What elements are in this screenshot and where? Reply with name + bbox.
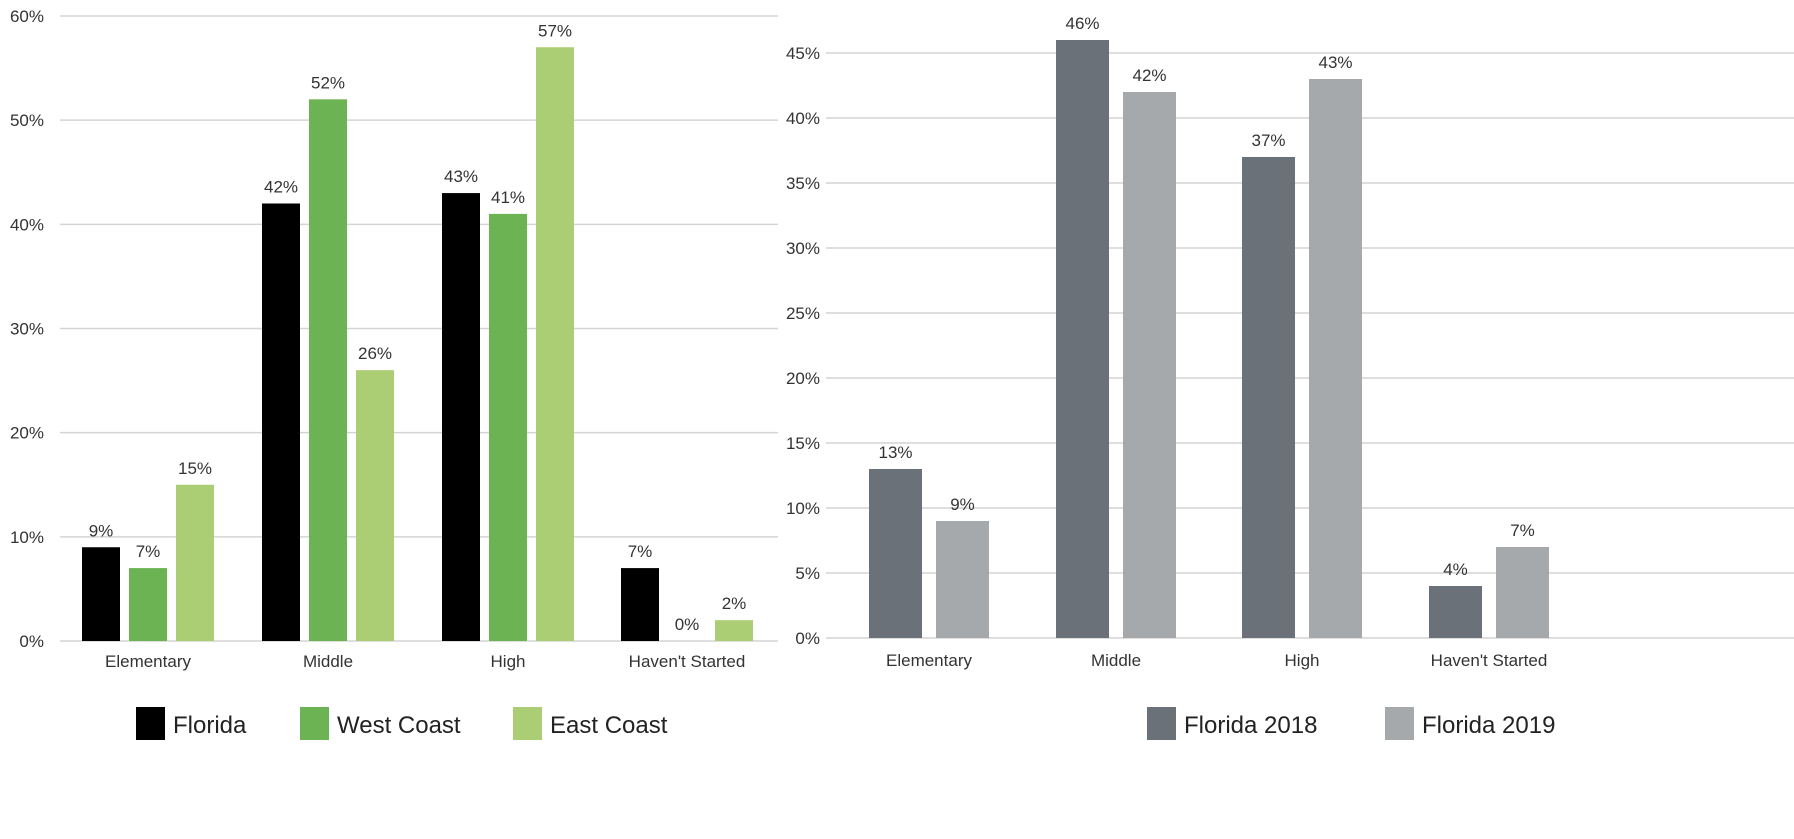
bar-florida-2019-haven-t-started [1496,547,1549,638]
legend-label-east-coast: East Coast [550,712,668,739]
data-label-west-coast-high: 41% [491,188,525,207]
data-label-west-coast-middle: 52% [311,73,345,92]
x-category-label: Haven't Started [1431,651,1548,670]
y-tick-label: 10% [10,528,44,547]
data-label-florida-2019-haven-t-started: 7% [1510,521,1535,540]
legend-swatch-florida [136,707,165,740]
data-label-florida-2019-middle: 42% [1132,66,1166,85]
bar-florida-2019-middle [1123,92,1176,638]
y-tick-label: 20% [10,424,44,443]
y-tick-label: 10% [786,499,820,518]
data-label-florida-2018-high: 37% [1251,131,1285,150]
data-label-east-coast-elementary: 15% [178,459,212,478]
bar-florida-haven-t-started [621,568,659,641]
data-label-florida-2018-middle: 46% [1065,14,1099,33]
data-label-east-coast-high: 57% [538,21,572,40]
bar-florida-middle [262,203,300,641]
data-label-florida-2019-high: 43% [1318,53,1352,72]
y-tick-label: 30% [10,320,44,339]
data-label-east-coast-haven-t-started: 2% [722,594,747,613]
bar-florida-2018-elementary [869,469,922,638]
legend-swatch-florida-2018 [1147,707,1176,740]
chart-1: 0% 10% 20% 30% 40% 50% 60% 9% 7% 15% Elementary 42%… [10,7,778,740]
x-category-label: Middle [303,652,353,671]
legend-label-florida: Florida [173,712,247,739]
x-category-label: Elementary [105,652,191,671]
y-tick-label: 30% [786,239,820,258]
legend-swatch-east-coast [513,707,542,740]
bar-florida-2019-high [1309,79,1362,638]
data-label-florida-2018-haven-t-started: 4% [1443,560,1468,579]
legend-label-florida-2018: Florida 2018 [1184,712,1317,739]
y-tick-label: 5% [795,564,820,583]
x-category-label: High [491,652,526,671]
y-tick-label: 60% [10,7,44,26]
y-tick-label: 25% [786,304,820,323]
bar-west-coast-high [489,213,527,641]
y-tick-label: 50% [10,111,44,130]
y-tick-label: 40% [10,215,44,234]
y-tick-label: 35% [786,174,820,193]
legend-label-west-coast: West Coast [337,712,461,739]
bar-east-coast-middle [356,370,394,641]
bar-florida-2019-elementary [936,521,989,638]
data-label-east-coast-middle: 26% [358,344,392,363]
x-category-label: High [1285,651,1320,670]
bar-east-coast-elementary [176,484,214,641]
data-label-florida-2018-elementary: 13% [878,443,912,462]
bar-east-coast-high [536,47,574,641]
x-category-label: Haven't Started [629,652,746,671]
x-category-label: Middle [1091,651,1141,670]
bar-east-coast-haven-t-started [715,620,753,641]
data-label-florida-haven-t-started: 7% [628,542,653,561]
bar-florida-high [442,193,480,642]
y-tick-label: 0% [795,629,820,648]
data-label-florida-2019-elementary: 9% [950,495,975,514]
data-label-west-coast-elementary: 7% [136,542,161,561]
data-label-west-coast-haven-t-started: 0% [675,615,700,634]
y-tick-label: 45% [786,44,820,63]
data-label-florida-elementary: 9% [89,521,114,540]
data-label-florida-high: 43% [444,167,478,186]
bar-florida-2018-haven-t-started [1429,586,1482,638]
chart-2: 0% 5% 10% 15% 20% 25% 30% 35% 40% 45% 13% 9% Element… [786,14,1794,740]
data-label-florida-middle: 42% [264,178,298,197]
bar-west-coast-middle [309,99,347,642]
legend-swatch-west-coast [300,707,329,740]
x-category-label: Elementary [886,651,972,670]
bar-florida-2018-high [1242,157,1295,638]
y-tick-label: 40% [786,109,820,128]
legend-swatch-florida-2019 [1385,707,1414,740]
y-tick-label: 20% [786,369,820,388]
bar-west-coast-elementary [129,568,167,641]
bar-florida-2018-middle [1056,40,1109,638]
y-tick-label: 0% [19,632,44,651]
bar-florida-elementary [82,547,120,641]
y-tick-label: 15% [786,434,820,453]
legend-label-florida-2019: Florida 2019 [1422,712,1555,739]
